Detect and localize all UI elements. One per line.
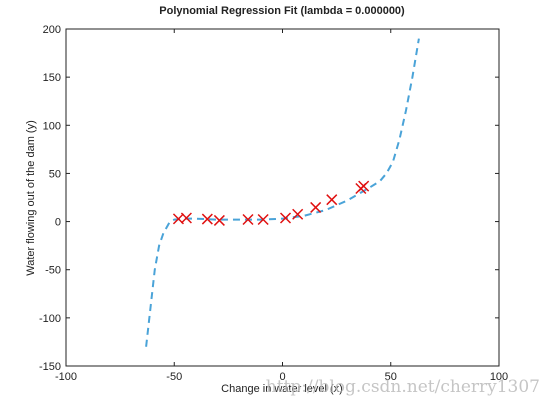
x-tick-label: 0 (279, 371, 285, 383)
x-tick-label: -100 (55, 371, 77, 383)
fit-line (145, 38, 420, 347)
data-point (279, 212, 292, 224)
x-tick-label: 100 (490, 371, 508, 383)
x-tick-label: -50 (166, 371, 182, 383)
y-tick-label: 100 (43, 120, 61, 132)
watermark: http://blog.csdn.net/cherry1307 (266, 377, 540, 397)
data-point (242, 213, 254, 226)
data-point (326, 194, 338, 206)
data-point (358, 180, 370, 192)
data-point (257, 213, 269, 226)
data-point (292, 208, 304, 220)
y-tick-label: -50 (45, 265, 61, 277)
y-axis-label: Water flowing out of the dam (y) (25, 120, 37, 276)
y-tick-label: -100 (39, 313, 61, 325)
chart-title: Polynomial Regression Fit (lambda = 0.00… (159, 5, 405, 17)
data-point (213, 214, 225, 226)
y-tick-label: 150 (43, 72, 61, 84)
y-tick-label: 50 (49, 168, 61, 180)
x-tick-label: 50 (385, 371, 397, 383)
y-tick-label: 0 (55, 217, 61, 229)
x-axis-label: Change in water level (x) (221, 383, 343, 395)
data-point (201, 213, 213, 225)
y-tick-label: 200 (43, 24, 61, 36)
data-point (310, 201, 322, 213)
data-point (180, 212, 192, 224)
y-tick-label: -150 (39, 361, 61, 373)
